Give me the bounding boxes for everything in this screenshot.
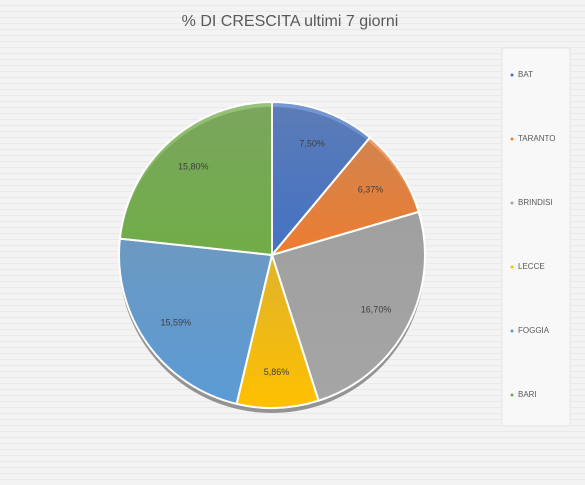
legend-label: LECCE — [518, 262, 545, 271]
legend-label: TARANTO — [518, 134, 555, 143]
data-label: 15,59% — [161, 317, 192, 327]
legend-label: BAT — [518, 70, 533, 79]
data-label: 16,70% — [361, 305, 392, 315]
data-label: 15,80% — [178, 162, 209, 172]
pie-slice — [269, 136, 421, 257]
legend-marker — [510, 393, 514, 397]
legend-box — [501, 47, 571, 427]
legend-marker — [510, 201, 514, 205]
pie-slice — [235, 251, 320, 409]
legend-label: BARI — [518, 390, 537, 399]
legend-marker — [510, 73, 514, 77]
data-label: 6,37% — [358, 185, 384, 195]
legend-marker — [510, 329, 514, 333]
pie-slice — [270, 210, 426, 402]
pie-slice — [271, 100, 372, 258]
pie-slice — [118, 237, 274, 406]
pie-slice — [118, 100, 273, 257]
legend-marker — [510, 265, 514, 269]
legend-label: FOGGIA — [518, 326, 550, 335]
data-label: 5,86% — [264, 367, 290, 377]
chart-title: % DI CRESCITA ultimi 7 giorni — [182, 13, 399, 30]
legend-label: BRINDISI — [518, 198, 553, 207]
data-label: 7,50% — [299, 139, 325, 149]
legend-marker — [510, 137, 514, 141]
